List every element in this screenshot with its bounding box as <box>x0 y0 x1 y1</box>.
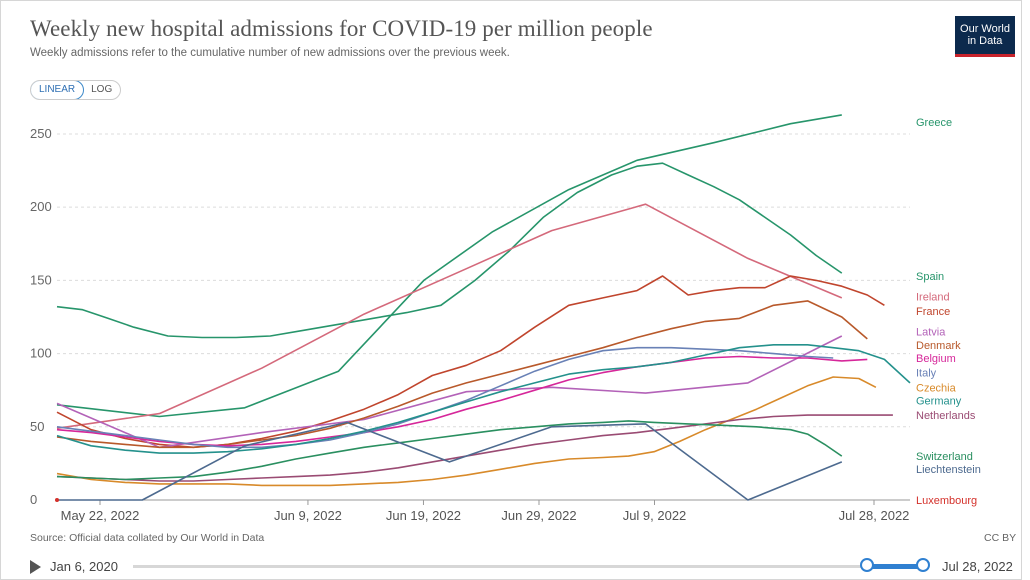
chart-subtitle: Weekly admissions refer to the cumulativ… <box>30 47 510 59</box>
x-tick-label: May 22, 2022 <box>61 508 140 523</box>
log-scale-button[interactable]: LOG <box>91 84 113 95</box>
series-line-latvia[interactable] <box>56 335 843 449</box>
timeline-track[interactable] <box>133 565 915 568</box>
chart-title: Weekly new hospital admissions for COVID… <box>30 16 653 41</box>
x-tick-label: Jun 29, 2022 <box>501 508 576 523</box>
series-line-greece[interactable] <box>56 114 842 418</box>
timeline-end-label[interactable]: Jul 28, 2022 <box>942 559 1013 574</box>
line-chart: 0 50 100 150 200 250 May 22, 2022 Jun 9, 2022 Ju… <box>30 114 981 523</box>
x-tick-label: Jul 28, 2022 <box>839 508 910 523</box>
source-note[interactable]: Source: Official data collated by Our Wo… <box>30 532 265 544</box>
y-tick-label: 150 <box>30 272 52 287</box>
y-tick-label: 100 <box>30 346 52 361</box>
scale-toggle: LINEAR LOG <box>30 80 122 100</box>
legend-label-italy[interactable]: Italy <box>916 368 937 380</box>
y-tick-label: 200 <box>30 199 52 214</box>
series-line-denmark[interactable] <box>56 300 868 449</box>
legend-label-belgium[interactable]: Belgium <box>916 353 956 365</box>
series-line-spain[interactable] <box>56 162 843 339</box>
timeline-start-label[interactable]: Jan 6, 2020 <box>50 559 118 574</box>
legend-label-liechtenstein[interactable]: Liechtenstein <box>916 464 981 476</box>
play-icon[interactable] <box>30 560 41 574</box>
timeline: Jan 6, 2020 Jul 28, 2022 <box>30 558 1020 576</box>
y-tick-label: 50 <box>30 419 44 434</box>
legend-label-greece[interactable]: Greece <box>916 117 952 129</box>
legend-label-switzerland[interactable]: Switzerland <box>916 451 973 463</box>
legend-label-luxembourg[interactable]: Luxembourg <box>916 495 977 507</box>
y-tick-label: 250 <box>30 126 52 141</box>
series-line-germany[interactable] <box>56 344 911 454</box>
series-line-liechtenstein[interactable] <box>57 421 843 501</box>
series-point-luxembourg[interactable] <box>55 498 59 502</box>
legend-label-czechia[interactable]: Czechia <box>916 382 957 394</box>
legend-label-netherlands[interactable]: Netherlands <box>916 410 976 422</box>
owid-logo[interactable]: Our World in Data <box>955 16 1015 57</box>
series-line-switzerland[interactable] <box>56 420 843 481</box>
x-tick-label: Jun 19, 2022 <box>386 508 461 523</box>
linear-scale-button[interactable]: LINEAR <box>31 81 85 99</box>
legend-label-spain[interactable]: Spain <box>916 271 944 283</box>
timeline-end-handle[interactable] <box>916 558 930 572</box>
legend-label-france[interactable]: France <box>916 306 950 318</box>
series-line-france[interactable] <box>56 275 885 449</box>
series-line-netherlands[interactable] <box>56 414 893 482</box>
timeline-selected-range <box>866 564 923 569</box>
series-line-czechia[interactable] <box>56 376 877 487</box>
legend-label-latvia[interactable]: Latvia <box>916 327 946 339</box>
license-link[interactable]: CC BY <box>984 532 1017 544</box>
legend-label-ireland[interactable]: Ireland <box>916 291 950 303</box>
y-tick-label: 0 <box>30 492 37 507</box>
logo-line-2: in Data <box>967 35 1003 47</box>
series-line-ireland[interactable] <box>56 203 843 430</box>
logo-line-1: Our World <box>960 23 1010 35</box>
legend-label-denmark[interactable]: Denmark <box>916 340 961 352</box>
x-tick-label: Jul 9, 2022 <box>623 508 687 523</box>
x-tick-label: Jun 9, 2022 <box>274 508 342 523</box>
timeline-start-handle[interactable] <box>860 558 874 572</box>
legend-label-germany[interactable]: Germany <box>916 395 962 407</box>
